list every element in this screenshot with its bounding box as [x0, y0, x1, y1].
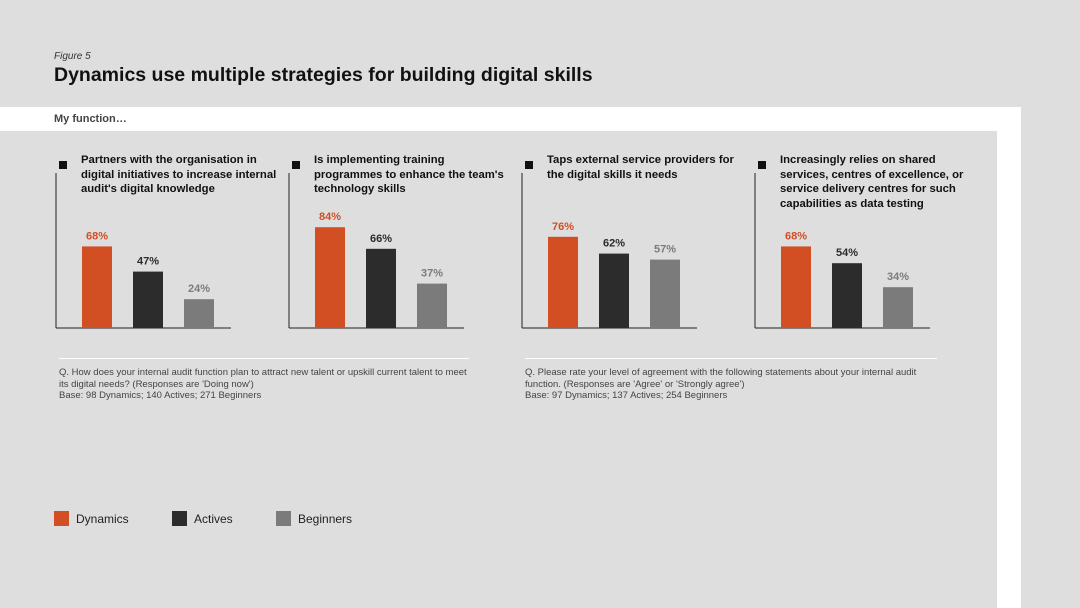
chart-title: Taps external service providers for the …	[547, 154, 734, 181]
bar-dynamics	[548, 236, 578, 328]
bar-dynamics	[781, 246, 811, 328]
bar-actives	[133, 271, 163, 328]
data-label-actives: 47%	[137, 256, 159, 268]
legend-swatch	[276, 511, 291, 526]
bar-beginners	[650, 259, 680, 328]
bullet-marker	[59, 161, 67, 169]
data-label-beginners: 34%	[887, 271, 909, 283]
legend-swatch	[54, 511, 69, 526]
data-label-beginners: 24%	[188, 283, 210, 295]
bar-beginners	[883, 287, 913, 328]
footnote-right: Q. Please rate your level of agreement w…	[525, 358, 937, 402]
footnote-base: Base: 98 Dynamics; 140 Actives; 271 Begi…	[59, 390, 262, 401]
footnote-question: Q. Please rate your level of agreement w…	[525, 367, 917, 390]
bar-actives	[599, 253, 629, 328]
footnote-rule	[59, 358, 469, 359]
footnote-base: Base: 97 Dynamics; 137 Actives; 254 Begi…	[525, 390, 728, 401]
legend-label: Beginners	[298, 512, 353, 526]
chart-title: Increasingly relies on shared services, …	[780, 154, 964, 210]
chart-partners: Partners with the organisation in digita…	[55, 153, 276, 333]
legend-label: Dynamics	[76, 512, 129, 526]
bar-plot: 76% 62% 57%	[521, 173, 697, 329]
bar-beginners	[417, 283, 447, 328]
data-label-dynamics: 84%	[319, 211, 341, 223]
legend-label: Actives	[194, 512, 233, 526]
footnote-question: Q. How does your internal audit function…	[59, 367, 467, 390]
figure-label: Figure 5	[54, 51, 91, 62]
bullet-marker	[758, 161, 766, 169]
data-label-dynamics: 76%	[552, 221, 574, 233]
chart-external-providers: Taps external service providers for the …	[521, 153, 737, 333]
footnote-left: Q. How does your internal audit function…	[59, 358, 469, 402]
data-label-actives: 62%	[603, 238, 625, 250]
chart-title: Is implementing training programmes to e…	[314, 154, 504, 195]
chart-title: Partners with the organisation in digita…	[81, 154, 277, 195]
bar-actives	[366, 248, 396, 328]
page-title: Dynamics use multiple strategies for bui…	[54, 64, 593, 86]
data-label-dynamics: 68%	[785, 230, 807, 242]
content-panel	[0, 131, 997, 608]
data-label-actives: 66%	[370, 233, 392, 245]
data-label-dynamics: 68%	[86, 230, 108, 242]
bar-dynamics	[82, 246, 112, 328]
data-label-actives: 54%	[836, 247, 858, 259]
chart-training: Is implementing training programmes to e…	[288, 153, 504, 333]
bar-plot: 68% 47% 24%	[55, 173, 231, 329]
bar-plot: 68% 54% 34%	[754, 173, 930, 329]
legend-swatch	[172, 511, 187, 526]
bar-actives	[832, 263, 862, 328]
section-subtitle: My function…	[54, 113, 127, 125]
footnote-rule	[525, 358, 937, 359]
bullet-marker	[292, 161, 300, 169]
bullet-marker	[525, 161, 533, 169]
bar-dynamics	[315, 227, 345, 328]
bar-plot: 84% 66% 37%	[288, 173, 464, 329]
chart-shared-services: Increasingly relies on shared services, …	[754, 153, 970, 333]
data-label-beginners: 57%	[654, 244, 676, 256]
bar-beginners	[184, 299, 214, 328]
data-label-beginners: 37%	[421, 268, 443, 280]
